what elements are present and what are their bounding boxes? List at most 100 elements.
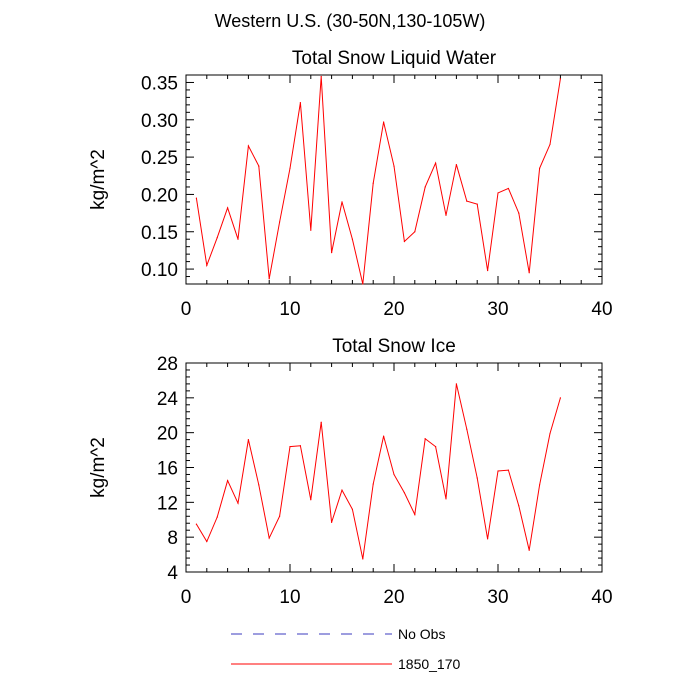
data-point — [424, 186, 426, 188]
data-point — [476, 203, 478, 205]
data-point — [497, 192, 499, 194]
data-point — [279, 515, 281, 517]
data-point — [206, 264, 208, 266]
data-point — [341, 489, 343, 491]
y-tick-label: 28 — [157, 354, 178, 375]
x-tick-label: 0 — [181, 587, 192, 608]
data-point — [507, 187, 509, 190]
data-point — [539, 167, 541, 169]
y-tick-label: 16 — [157, 459, 178, 480]
data-point — [528, 272, 530, 274]
y-tick-label: 12 — [157, 493, 178, 514]
x-tick-label: 10 — [279, 587, 300, 608]
x-tick-label: 30 — [487, 299, 508, 320]
data-point — [362, 558, 364, 560]
plot-frame — [185, 74, 603, 285]
data-point — [559, 397, 562, 399]
data-point — [559, 78, 562, 80]
series-line-1850_170 — [195, 383, 561, 560]
data-point — [237, 502, 239, 504]
x-tick-label: 40 — [591, 587, 612, 608]
x-tick-label: 20 — [383, 299, 404, 320]
y-tick-label: 24 — [157, 389, 179, 410]
data-point — [247, 145, 249, 147]
data-point — [258, 484, 260, 486]
data-point — [258, 165, 260, 167]
y-tick-label: 0.15 — [141, 223, 178, 244]
chart-total-snow-ice: Total Snow Ice 0 10 20 30 40 4 8 12 16 20 24 28 kg/m^… — [88, 336, 613, 608]
data-point — [435, 162, 437, 164]
data-point — [466, 200, 468, 202]
data-point — [445, 214, 447, 216]
y-axis-label: kg/m^2 — [88, 437, 109, 498]
y-tick-label: 0.20 — [141, 185, 178, 206]
data-point — [331, 521, 333, 523]
data-point — [403, 492, 405, 494]
data-point — [539, 484, 541, 486]
data-point — [549, 432, 551, 435]
x-tick-label: 0 — [181, 299, 192, 320]
data-point — [320, 421, 322, 423]
data-point — [403, 240, 405, 243]
data-point — [372, 182, 374, 184]
data-point — [237, 238, 239, 240]
data-point — [445, 498, 447, 500]
data-point — [268, 278, 270, 280]
data-point — [476, 477, 478, 479]
legend-no-obs-label: No Obs — [398, 626, 445, 642]
data-point — [320, 75, 322, 78]
data-point — [518, 212, 520, 214]
data-point — [331, 252, 333, 254]
data-point — [549, 143, 551, 146]
data-point — [383, 435, 385, 437]
data-point — [227, 479, 229, 482]
y-tick-label: 0.25 — [141, 148, 178, 169]
y-axis-label: kg/m^2 — [88, 149, 109, 210]
data-point — [195, 197, 197, 199]
data-point — [216, 516, 218, 518]
data-point — [383, 121, 385, 123]
data-point — [414, 513, 416, 516]
y-tick-label: 0.30 — [141, 111, 178, 132]
data-point — [393, 473, 395, 476]
data-point — [247, 439, 249, 441]
data-point — [310, 499, 312, 501]
data-point — [216, 237, 218, 239]
figure-title: Western U.S. (30-50N,130-105W) — [215, 11, 486, 31]
chart-total-snow-liquid-water: Total Snow Liquid Water 0 10 20 30 40 0.10 0.15… — [88, 48, 613, 320]
x-tick-label: 10 — [279, 299, 300, 320]
data-point — [466, 428, 468, 430]
data-point — [279, 221, 281, 223]
data-point — [497, 470, 499, 472]
data-point — [341, 201, 343, 203]
data-point — [268, 537, 270, 539]
legend: No Obs 1850_170 — [231, 626, 461, 672]
data-point — [518, 505, 520, 507]
legend-series-label: 1850_170 — [398, 656, 461, 672]
data-point — [362, 283, 364, 285]
data-point — [206, 540, 208, 543]
data-point — [299, 102, 301, 104]
data-point — [372, 483, 374, 485]
chart-title-snow-ice: Total Snow Ice — [332, 336, 456, 357]
data-point — [424, 438, 426, 440]
data-point — [289, 167, 291, 169]
data-point — [393, 165, 395, 167]
y-tick-label: 0.10 — [141, 260, 178, 281]
x-tick-label: 20 — [383, 587, 404, 608]
data-point — [435, 446, 437, 448]
data-point — [507, 469, 509, 471]
y-tick-label: 4 — [167, 563, 178, 584]
data-point — [455, 383, 457, 385]
y-tick-label: 20 — [157, 424, 178, 445]
data-point — [455, 163, 457, 166]
x-tick-label: 30 — [487, 587, 508, 608]
data-point — [487, 538, 489, 540]
chart-title-liquid-water: Total Snow Liquid Water — [292, 48, 497, 69]
data-point — [414, 231, 416, 233]
plot-frame — [185, 362, 603, 573]
y-tick-label: 0.35 — [141, 73, 178, 94]
data-point — [487, 269, 489, 272]
data-point — [299, 445, 301, 447]
